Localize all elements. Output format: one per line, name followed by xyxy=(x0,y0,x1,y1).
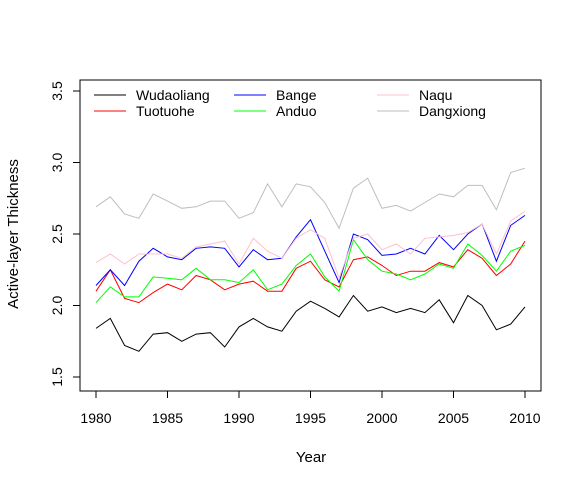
x-tick-label: 1990 xyxy=(223,410,254,426)
legend-item-tuotuohe: Tuotuohe xyxy=(94,103,195,119)
legend-label: Tuotuohe xyxy=(136,103,195,119)
series-line-bange xyxy=(95,214,526,287)
legend-label: Dangxiong xyxy=(419,103,486,119)
legend-item-wudaoliang: Wudaoliang xyxy=(94,87,210,103)
series-line-tuotuohe xyxy=(95,240,526,304)
legend-label: Bange xyxy=(276,87,317,103)
x-tick-label: 2005 xyxy=(438,410,469,426)
legend-item-naqu: Naqu xyxy=(377,87,452,103)
series-line-naqu xyxy=(95,210,526,280)
y-tick-label: 2.5 xyxy=(49,224,65,244)
legend-item-dangxiong: Dangxiong xyxy=(377,103,486,119)
series-line-dangxiong xyxy=(95,167,526,230)
legend-item-bange: Bange xyxy=(234,87,317,103)
x-tick-label: 1995 xyxy=(295,410,326,426)
y-tick-label: 3.0 xyxy=(49,153,65,173)
y-axis: 1.5 2.0 2.5 3.0 3.5 xyxy=(49,81,81,387)
y-tick-label: 2.0 xyxy=(49,296,65,316)
series-layer xyxy=(95,167,526,352)
legend-label: Wudaoliang xyxy=(136,87,210,103)
y-tick-label: 3.5 xyxy=(49,81,65,101)
x-tick-label: 1985 xyxy=(152,410,183,426)
x-tick-label: 2010 xyxy=(509,410,540,426)
series-line-anduo xyxy=(95,238,526,303)
x-tick-label: 1980 xyxy=(80,410,111,426)
series-line-wudaoliang xyxy=(95,294,526,352)
legend-label: Naqu xyxy=(419,87,452,103)
x-axis: 1980 1985 1990 1995 2000 2005 2010 xyxy=(80,390,541,426)
y-axis-title: Active-layer Thickness xyxy=(5,159,22,309)
plot-frame xyxy=(79,79,542,392)
y-tick-label: 1.5 xyxy=(49,367,65,387)
x-axis-title: Year xyxy=(296,449,326,466)
legend-label: Anduo xyxy=(276,103,317,119)
legend-item-anduo: Anduo xyxy=(234,103,317,119)
x-tick-label: 2000 xyxy=(366,410,397,426)
